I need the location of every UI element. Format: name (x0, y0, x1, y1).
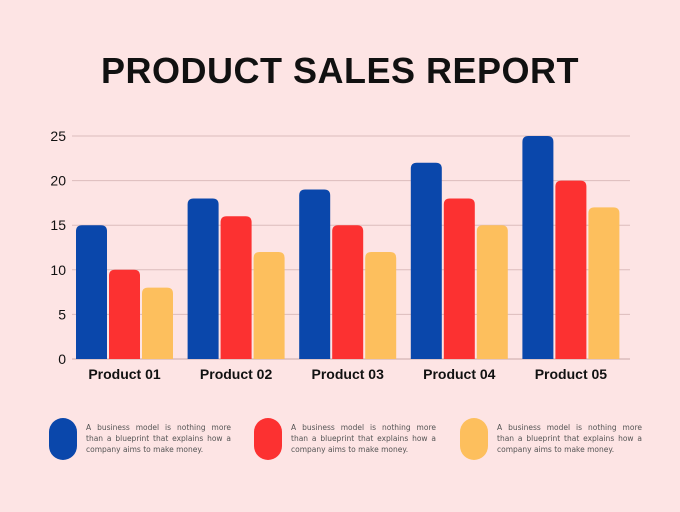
y-axis-ticks: 0 5 10 15 20 25 (50, 128, 66, 367)
chart-title: PRODUCT SALES REPORT (100, 50, 580, 91)
legend-item-3: A business model is nothing more than a … (460, 416, 660, 462)
bar-red (443, 198, 475, 359)
bar-blue (187, 198, 219, 359)
y-tick-label: 0 (58, 351, 66, 367)
x-tick-label: Product 05 (535, 366, 608, 382)
bar-yellow (476, 225, 508, 359)
legend-swatch-blue (49, 418, 77, 460)
legend-item-1: A business model is nothing more than a … (49, 416, 249, 462)
legend-text: A business model is nothing more than a … (291, 423, 436, 454)
y-tick-label: 5 (58, 306, 66, 322)
y-tick-label: 20 (50, 173, 66, 189)
legend-text: A business model is nothing more than a … (497, 423, 642, 454)
bar-yellow (253, 251, 285, 359)
y-tick-label: 10 (50, 262, 66, 278)
bar-red (220, 216, 252, 359)
bar-blue (522, 136, 554, 359)
bar-blue (299, 189, 331, 359)
y-tick-label: 25 (50, 128, 66, 144)
x-tick-label: Product 04 (423, 366, 496, 382)
bar-yellow (588, 207, 620, 359)
bar-yellow (142, 287, 173, 359)
bars-layer (76, 136, 620, 359)
bar-red (555, 180, 587, 359)
legend-text: A business model is nothing more than a … (86, 423, 231, 454)
x-axis-ticks: Product 01 Product 02 Product 03 Product 04… (88, 366, 607, 382)
bar-blue (76, 225, 107, 359)
legend-item-2: A business model is nothing more than a … (254, 416, 454, 462)
bar-red (109, 269, 140, 359)
legend-swatch-yellow (460, 418, 488, 460)
x-tick-label: Product 03 (312, 366, 385, 382)
bar-yellow (365, 251, 397, 359)
bar-red (332, 225, 364, 359)
y-tick-label: 15 (50, 217, 66, 233)
bar-blue (410, 162, 442, 359)
x-tick-label: Product 01 (88, 366, 161, 382)
x-tick-label: Product 02 (200, 366, 273, 382)
legend-swatch-red (254, 418, 282, 460)
